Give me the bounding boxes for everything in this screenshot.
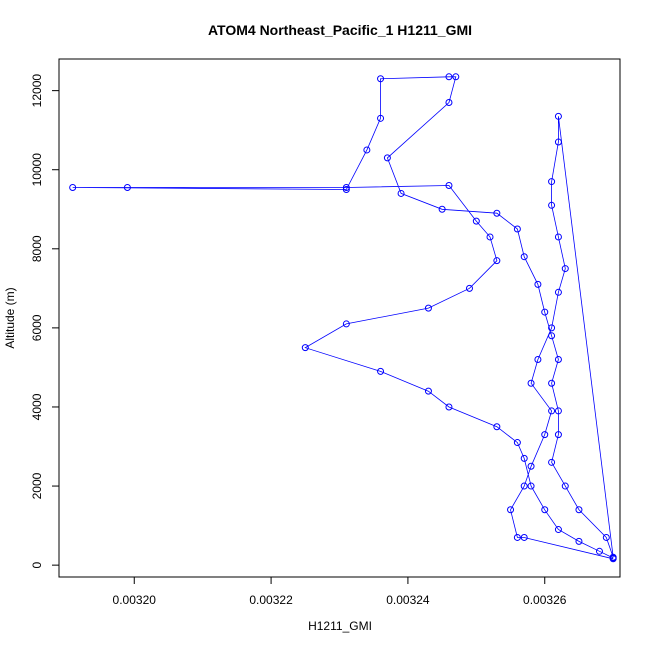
data-point [342, 185, 350, 193]
data-point [554, 233, 562, 241]
data-point [527, 462, 535, 470]
data-point [342, 320, 350, 328]
data-point [548, 379, 556, 387]
data-point [493, 257, 501, 265]
y-tick-label: 12000 [30, 74, 44, 108]
data-point [123, 184, 131, 192]
data-point [301, 344, 309, 352]
data-point [602, 533, 610, 541]
data-point [541, 308, 549, 316]
data-point [554, 288, 562, 296]
data-point [452, 73, 460, 81]
data-point [561, 265, 569, 273]
data-point [561, 482, 569, 490]
x-tick-label: 0.00324 [386, 593, 430, 607]
data-point [520, 533, 528, 541]
data-point [554, 431, 562, 439]
data-point [541, 431, 549, 439]
x-axis-label: H1211_GMI [308, 619, 372, 633]
y-tick-label: 4000 [30, 393, 44, 420]
data-point [527, 482, 535, 490]
data-point [445, 98, 453, 106]
data-point [548, 201, 556, 209]
series-points [69, 73, 617, 563]
data-point [397, 189, 405, 197]
x-tick-label: 0.00322 [249, 593, 293, 607]
y-tick-label: 8000 [30, 235, 44, 262]
data-point [554, 112, 562, 120]
y-axis-label: Altitude (m) [3, 287, 17, 348]
data-point [438, 205, 446, 213]
data-point [424, 387, 432, 395]
data-point [493, 423, 501, 431]
data-point [520, 253, 528, 261]
data-point [69, 184, 77, 192]
data-point [377, 367, 385, 375]
data-point [548, 324, 556, 332]
data-point [527, 379, 535, 387]
data-point [513, 533, 521, 541]
data-point [534, 356, 542, 364]
data-point [554, 526, 562, 534]
data-point [513, 225, 521, 233]
series-path [72, 76, 614, 560]
y-tick-label: 6000 [30, 314, 44, 341]
data-point [548, 178, 556, 186]
chart-title: ATOM4 Northeast_Pacific_1 H1211_GMI [208, 22, 472, 38]
data-point [424, 304, 432, 312]
data-point [534, 280, 542, 288]
data-point [541, 506, 549, 514]
x-tick-label: 0.00320 [113, 593, 157, 607]
data-point [520, 482, 528, 490]
y-tick-label: 10000 [30, 153, 44, 187]
data-point [575, 537, 583, 545]
data-point [342, 184, 350, 192]
data-point [548, 407, 556, 415]
data-point [445, 182, 453, 190]
data-point [472, 217, 480, 225]
data-point [507, 506, 515, 514]
data-point [554, 356, 562, 364]
data-point [377, 114, 385, 122]
data-point [445, 73, 453, 81]
data-point [465, 284, 473, 292]
data-point [554, 138, 562, 146]
x-tick-label: 0.00326 [523, 593, 567, 607]
x-axis: 0.00320 0.00322 0.00324 0.00326 [113, 576, 567, 607]
data-point [445, 403, 453, 411]
data-point [363, 146, 371, 154]
data-point [595, 547, 603, 555]
data-point [377, 75, 385, 83]
data-point [513, 439, 521, 447]
data-point [609, 555, 617, 563]
data-point [575, 506, 583, 514]
data-point [493, 209, 501, 217]
data-point [554, 407, 562, 415]
series-line [72, 76, 614, 560]
data-point [520, 454, 528, 462]
y-tick-label: 0 [30, 561, 44, 568]
y-axis: 0 2000 4000 6000 8000 10000 12000 [30, 74, 60, 568]
data-point [548, 332, 556, 340]
y-tick-label: 2000 [30, 472, 44, 499]
data-point [548, 458, 556, 466]
data-point [383, 154, 391, 162]
data-point [486, 233, 494, 241]
